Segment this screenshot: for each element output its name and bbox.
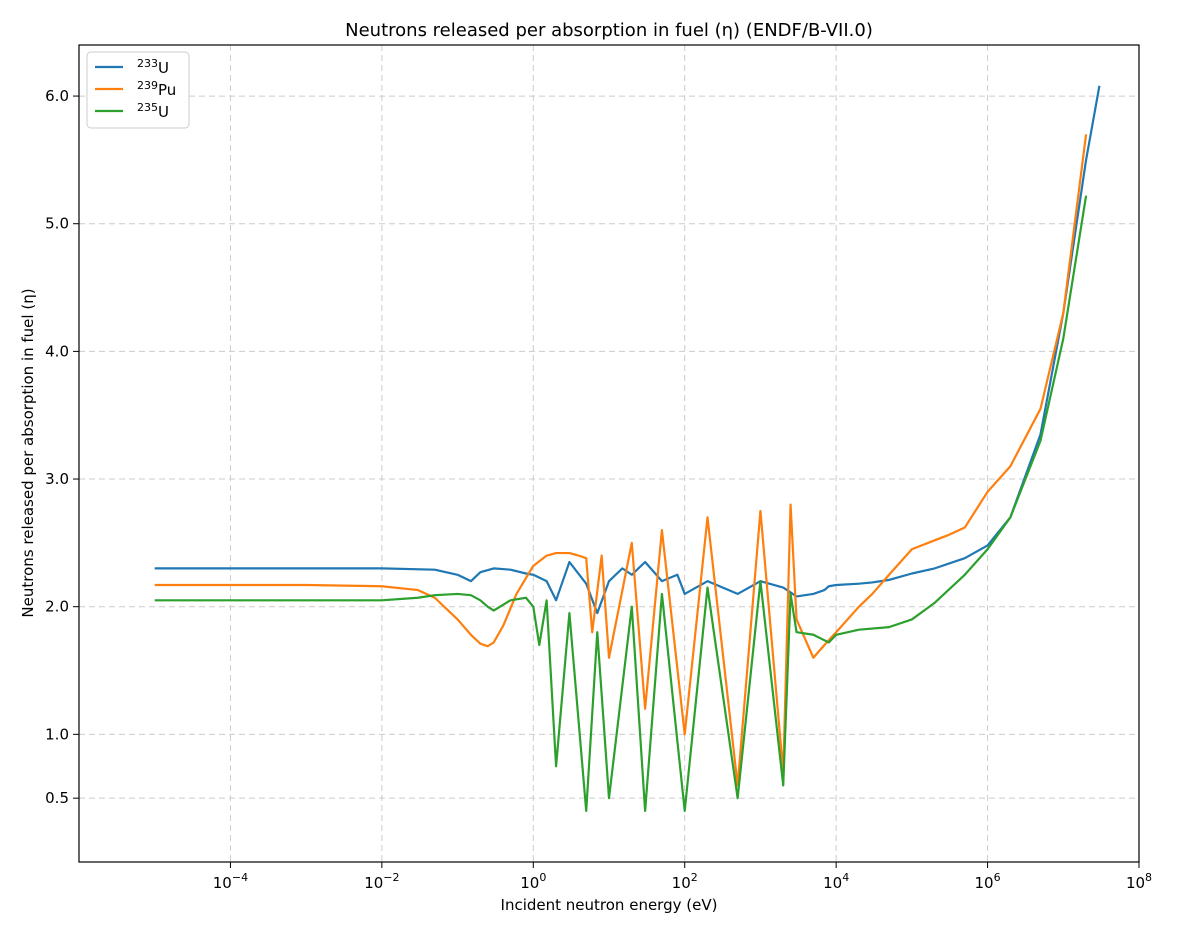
series-line-239Pu <box>154 134 1088 787</box>
legend-label-239Pu: 239Pu <box>137 79 176 99</box>
x-tick-label: 106 <box>975 871 1001 892</box>
legend-frame <box>86 51 190 129</box>
x-tick-label: 108 <box>1126 871 1152 892</box>
x-tick-label: 10−4 <box>213 871 248 892</box>
plot-frame <box>78 44 1140 863</box>
legend-label-235U: 235U <box>137 101 169 121</box>
x-tick-label: 102 <box>672 871 698 892</box>
x-axis-label: Incident neutron energy (eV) <box>501 896 718 914</box>
chart-title: Neutrons released per absorption in fuel… <box>345 20 873 41</box>
y-tick-label: 1.0 <box>45 725 69 743</box>
y-tick-label: 5.0 <box>45 215 69 233</box>
y-tick-label: 2.0 <box>45 598 69 616</box>
axis-ticks: 10−4 10−2 100 102 104 106 108 0.5 1.0 2.0 3.0 4.0 5.… <box>45 87 1152 892</box>
x-tick-label: 10−2 <box>364 871 399 892</box>
y-tick-label: 3.0 <box>45 470 69 488</box>
x-tick-label: 104 <box>823 871 849 892</box>
y-tick-label: 0.5 <box>45 789 69 807</box>
series-group <box>154 85 1101 813</box>
series-line-235U <box>154 195 1088 813</box>
legend-label-233U: 233U <box>137 57 169 77</box>
x-tick-label: 100 <box>520 871 546 892</box>
y-tick-label: 4.0 <box>45 342 69 360</box>
y-axis-label: Neutrons released per absorption in fuel… <box>19 288 37 617</box>
y-tick-label: 6.0 <box>45 87 69 105</box>
series-line-233U <box>154 85 1101 615</box>
